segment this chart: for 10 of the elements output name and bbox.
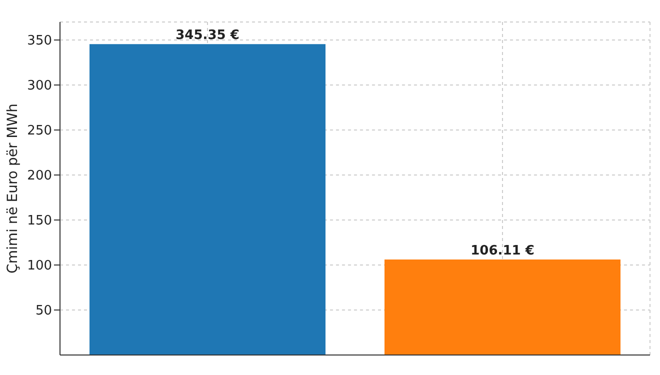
y-axis-title: Çmimi në Euro për MWh	[4, 104, 21, 274]
y-tick-label: 250	[27, 124, 52, 139]
y-tick-label: 200	[27, 168, 52, 184]
y-tick-label: 100	[27, 258, 52, 274]
y-tick-label: 350	[27, 34, 52, 49]
y-tick-label: 50	[35, 304, 52, 319]
y-tick-label: 150	[27, 214, 52, 229]
data-label: 345.35 €	[176, 28, 240, 44]
y-tick-label: 300	[27, 78, 52, 94]
data-label: 106.11 €	[470, 244, 534, 258]
